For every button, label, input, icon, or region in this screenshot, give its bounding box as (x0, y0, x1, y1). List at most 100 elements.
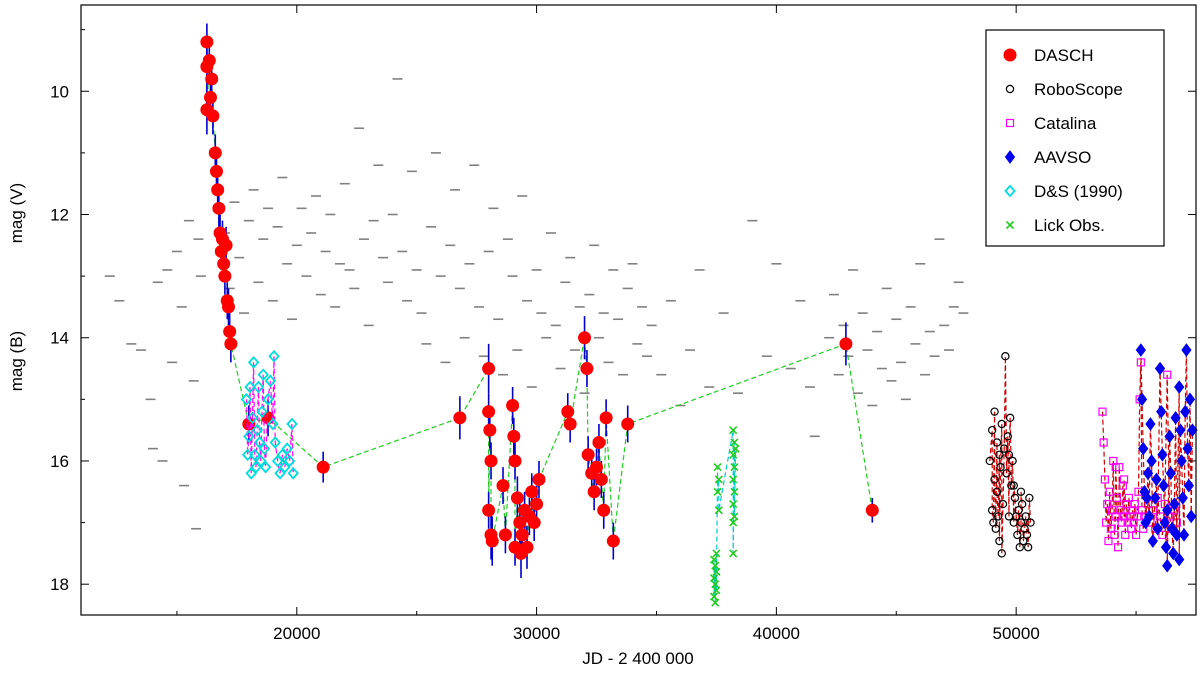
data-point (1105, 487, 1114, 496)
data-point (993, 512, 1003, 521)
data-point (264, 374, 277, 388)
data-point (997, 419, 1006, 429)
data-point (1021, 512, 1030, 521)
data-point (286, 417, 298, 431)
data-point (1111, 512, 1120, 521)
data-point (483, 423, 497, 437)
data-point (1104, 536, 1113, 546)
data-point (1174, 552, 1185, 567)
legend-marker (1005, 220, 1015, 230)
y-tick-label: 10 (50, 82, 69, 101)
data-point (987, 506, 997, 515)
data-point (729, 500, 738, 509)
data-point (251, 423, 263, 437)
data-point (1142, 466, 1154, 481)
data-point (530, 497, 544, 511)
data-point (532, 472, 546, 486)
data-point (508, 454, 522, 468)
data-point (250, 460, 262, 474)
data-point (1146, 454, 1157, 468)
data-point (709, 573, 719, 583)
data-point (1170, 410, 1181, 425)
data-point (621, 417, 635, 431)
data-point (482, 405, 496, 419)
data-point (316, 460, 330, 474)
data-point (1135, 343, 1146, 357)
data-point (1004, 450, 1014, 459)
data-point (1133, 512, 1142, 521)
data-point (712, 586, 721, 595)
data-point (729, 426, 738, 435)
data-point (1007, 481, 1016, 490)
data-point (247, 356, 260, 369)
data-point (256, 405, 268, 419)
data-point (1111, 463, 1120, 472)
data-point (259, 460, 272, 474)
data-point (711, 561, 720, 570)
plot-frame (80, 4, 1197, 616)
data-point (996, 462, 1005, 472)
data-point (1175, 423, 1186, 437)
data-point (507, 429, 521, 443)
legend-label-roboscope: RoboScope (1034, 80, 1123, 99)
data-point (1162, 558, 1173, 573)
data-point (713, 463, 722, 472)
series-1 (985, 352, 1035, 558)
data-point (711, 580, 720, 589)
data-point (257, 368, 269, 382)
legend: DASCH RoboScope Catalina AAVSO D&S (1990… (985, 29, 1165, 247)
data-point (992, 487, 1002, 496)
data-point (594, 472, 608, 486)
data-point (992, 438, 1002, 447)
y-axis-title-top: mag (V) (7, 183, 26, 243)
x-tick-label: 30000 (513, 624, 560, 643)
data-point (590, 460, 604, 474)
data-point (865, 503, 879, 517)
data-point (1110, 530, 1119, 539)
data-point (1164, 429, 1175, 444)
data-series-layer (200, 23, 1198, 607)
data-point (287, 466, 299, 480)
data-point (599, 411, 613, 425)
data-point (985, 456, 994, 466)
data-point (506, 399, 520, 413)
data-point (496, 479, 510, 493)
legend-marker (1005, 84, 1015, 94)
data-point (249, 448, 261, 462)
data-point (1013, 530, 1022, 540)
data-point (1147, 534, 1158, 548)
data-point (1023, 543, 1033, 552)
data-point (1016, 518, 1026, 527)
data-point (1017, 499, 1027, 509)
legend-markers (1003, 48, 1017, 230)
data-point (206, 109, 220, 123)
data-point (243, 429, 255, 443)
data-point (1180, 404, 1191, 419)
y-axis-title-bottom: mag (B) (7, 331, 26, 391)
data-point (597, 503, 611, 517)
data-point (1014, 506, 1023, 515)
series-link-line (1140, 350, 1193, 566)
data-point (252, 380, 265, 394)
data-point (221, 300, 235, 314)
data-point (998, 499, 1008, 509)
series-3 (1135, 343, 1198, 573)
data-point (712, 567, 721, 576)
data-point (1099, 438, 1108, 447)
x-tick-label: 40000 (753, 624, 800, 643)
legend-label-lick: Lick Obs. (1034, 216, 1105, 235)
data-point (1118, 481, 1127, 490)
data-point (218, 269, 232, 283)
data-point (1025, 493, 1034, 503)
data-point (1154, 361, 1166, 376)
data-point (1117, 518, 1126, 527)
data-point (1144, 509, 1155, 524)
legend-marker (1005, 118, 1015, 128)
data-point (1015, 543, 1024, 552)
data-point (484, 454, 498, 468)
data-point (731, 444, 740, 453)
data-point (592, 435, 606, 449)
data-point (485, 534, 499, 548)
legend-label-aavso: AAVSO (1034, 148, 1091, 167)
data-point (1150, 491, 1161, 505)
